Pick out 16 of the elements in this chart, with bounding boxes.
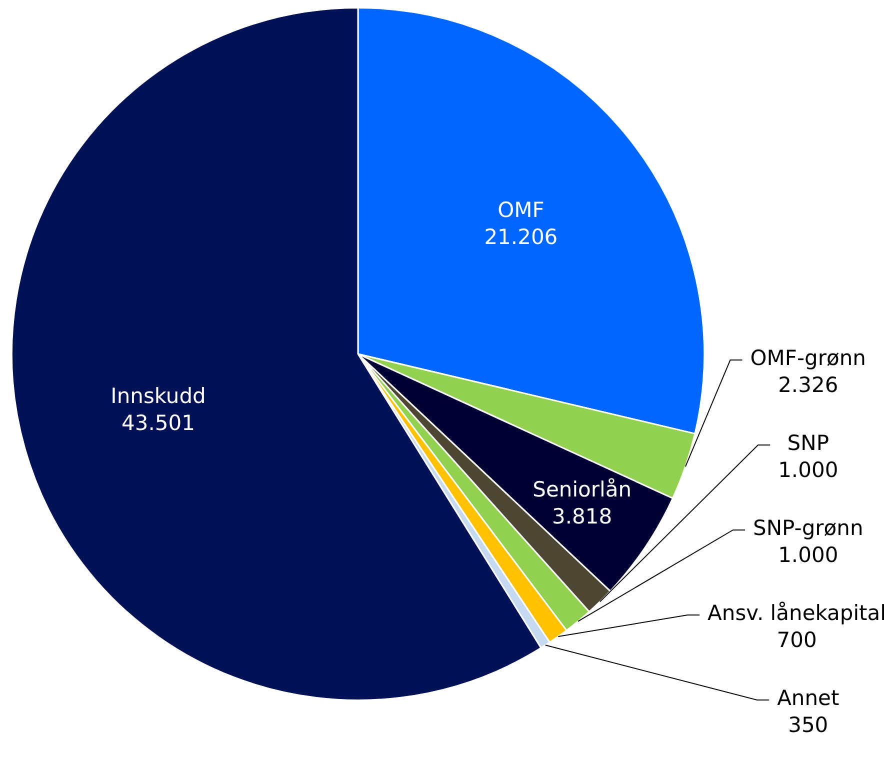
data-label: 21.206 [484,225,558,250]
slice-label: SNP-grønn [753,516,864,540]
data-label: 2.326 [778,372,838,397]
data-label: 350 [788,712,828,737]
slice-label: Ansv. lånekapital [708,600,886,625]
data-label: 700 [776,628,817,652]
slice-label: Innskudd [110,384,206,408]
slice-label: Annet [777,686,840,710]
slice-label: Seniorlån [532,478,632,502]
data-label: 3.818 [552,504,612,529]
data-label: 43.501 [122,411,195,436]
data-label: 1.000 [778,542,838,567]
data-label: 1.000 [778,458,838,482]
slice-label: SNP [787,430,829,455]
slice-label: OMF [498,198,544,222]
slice-label: OMF-grønn [750,346,866,370]
